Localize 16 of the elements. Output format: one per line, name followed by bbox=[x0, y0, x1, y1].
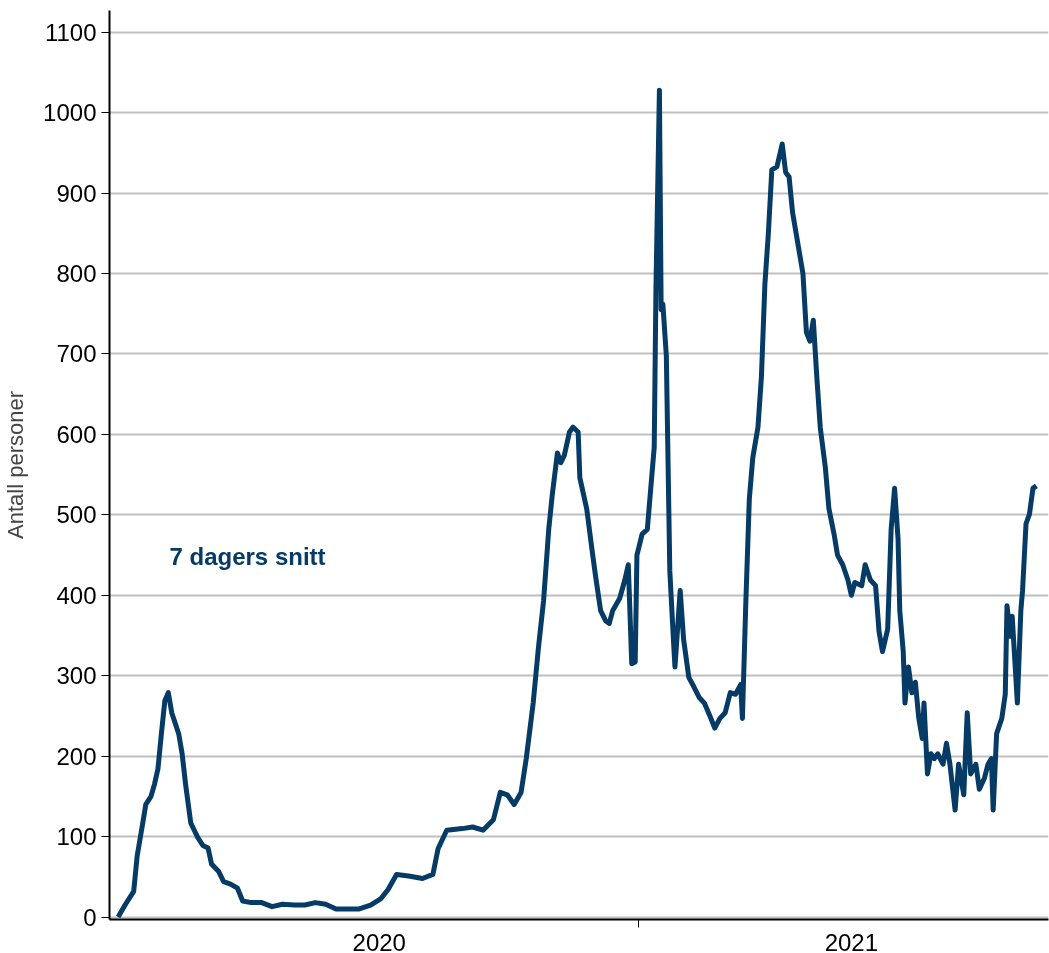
y-tick-label: 100 bbox=[56, 823, 97, 851]
y-tick-label: 200 bbox=[56, 742, 97, 770]
y-tick-label: 700 bbox=[56, 340, 97, 368]
y-tick-label: 1100 bbox=[44, 18, 97, 46]
y-tick-label: 600 bbox=[56, 420, 97, 448]
y-tick-label: 1000 bbox=[43, 99, 97, 127]
y-tick-label: 800 bbox=[56, 260, 97, 288]
y-tick-label: 0 bbox=[83, 903, 97, 931]
y-tick-label: 300 bbox=[56, 662, 97, 690]
y-tick-label: 500 bbox=[56, 501, 97, 529]
y-tick-label: 400 bbox=[56, 581, 97, 609]
x-tick-label: 2020 bbox=[352, 928, 406, 953]
y-tick-label: 900 bbox=[56, 179, 97, 207]
x-tick-label: 2021 bbox=[824, 928, 879, 953]
text: 7 dagers snitt bbox=[169, 542, 326, 570]
y-axis-title: Antall personer bbox=[3, 391, 29, 539]
